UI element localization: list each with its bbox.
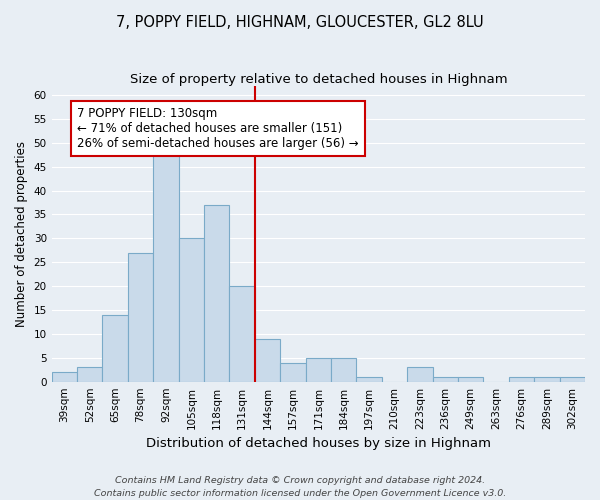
Bar bbox=[305, 358, 331, 382]
Title: Size of property relative to detached houses in Highnam: Size of property relative to detached ho… bbox=[130, 72, 507, 86]
Bar bbox=[280, 362, 305, 382]
Bar bbox=[433, 377, 458, 382]
Text: 7 POPPY FIELD: 130sqm
← 71% of detached houses are smaller (151)
26% of semi-det: 7 POPPY FIELD: 130sqm ← 71% of detached … bbox=[77, 107, 359, 150]
Text: 7, POPPY FIELD, HIGHNAM, GLOUCESTER, GL2 8LU: 7, POPPY FIELD, HIGHNAM, GLOUCESTER, GL2… bbox=[116, 15, 484, 30]
Bar bbox=[407, 368, 433, 382]
Bar bbox=[103, 315, 128, 382]
Bar bbox=[356, 377, 382, 382]
Text: Contains HM Land Registry data © Crown copyright and database right 2024.
Contai: Contains HM Land Registry data © Crown c… bbox=[94, 476, 506, 498]
Bar bbox=[77, 368, 103, 382]
Bar bbox=[560, 377, 585, 382]
Bar bbox=[153, 148, 179, 382]
Bar bbox=[509, 377, 534, 382]
Bar bbox=[52, 372, 77, 382]
Bar bbox=[534, 377, 560, 382]
Bar bbox=[255, 338, 280, 382]
Bar bbox=[458, 377, 484, 382]
Bar bbox=[331, 358, 356, 382]
Y-axis label: Number of detached properties: Number of detached properties bbox=[15, 140, 28, 326]
Bar bbox=[128, 252, 153, 382]
X-axis label: Distribution of detached houses by size in Highnam: Distribution of detached houses by size … bbox=[146, 437, 491, 450]
Bar bbox=[204, 205, 229, 382]
Bar bbox=[179, 238, 204, 382]
Bar bbox=[229, 286, 255, 382]
